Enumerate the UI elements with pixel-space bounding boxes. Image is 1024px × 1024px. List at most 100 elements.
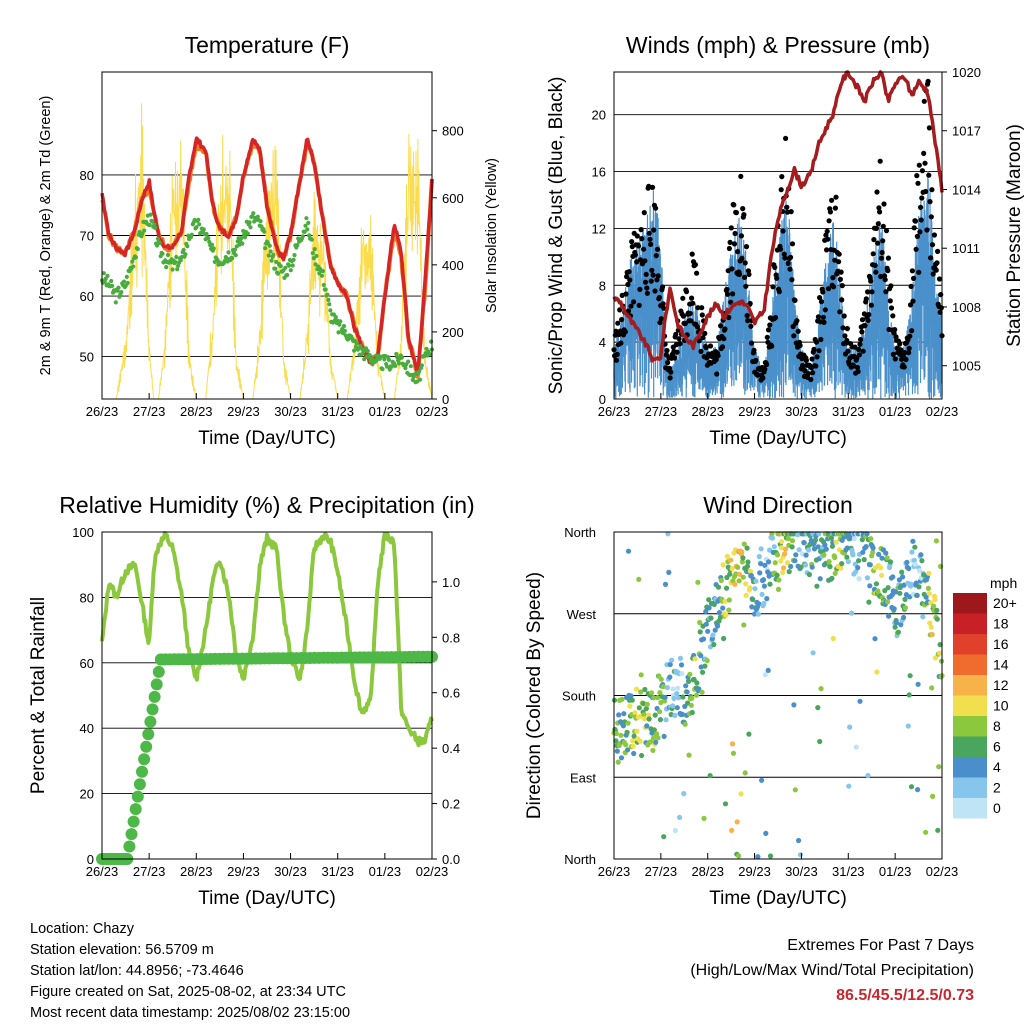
gust-point xyxy=(619,317,625,323)
direction-point xyxy=(677,814,683,821)
gust-point xyxy=(914,233,921,239)
gust-point xyxy=(913,246,919,252)
direction-point xyxy=(781,565,787,571)
direction-point xyxy=(821,552,827,558)
direction-point xyxy=(822,542,828,548)
direction-point xyxy=(670,686,676,692)
direction-point xyxy=(671,695,677,702)
direction-point xyxy=(655,695,661,701)
direction-point xyxy=(676,695,682,701)
direction-point xyxy=(679,711,686,718)
dewpoint-point xyxy=(153,225,158,230)
direction-point xyxy=(857,698,863,704)
y-axis-label: Direction (Colored By Speed) xyxy=(524,572,545,819)
gust-point xyxy=(911,225,917,231)
gust-point xyxy=(813,339,820,345)
precip-point xyxy=(144,715,157,728)
gust-point xyxy=(641,210,647,216)
direction-point xyxy=(786,569,792,575)
dewpoint-point xyxy=(285,272,290,278)
direction-point xyxy=(651,727,657,733)
direction-point xyxy=(628,693,634,699)
gust-point xyxy=(753,357,759,363)
dewpoint-point xyxy=(286,263,292,268)
direction-point xyxy=(726,597,732,603)
direction-point xyxy=(759,591,765,598)
direction-point xyxy=(916,584,922,590)
direction-point xyxy=(769,535,776,541)
x-tick-label: 27/23 xyxy=(645,404,678,419)
gust-point xyxy=(613,357,620,363)
dewpoint-point xyxy=(131,264,136,269)
dewpoint-point xyxy=(240,241,245,246)
direction-point xyxy=(722,801,729,807)
direction-point xyxy=(677,655,684,661)
gust-point xyxy=(665,360,671,366)
dewpoint-point xyxy=(291,257,296,262)
gust-point xyxy=(881,201,887,207)
direction-point xyxy=(689,695,695,701)
gust-point xyxy=(733,210,740,216)
gust-point xyxy=(732,230,738,237)
direction-point xyxy=(711,641,717,648)
direction-point xyxy=(654,731,660,737)
y-tick-label: 80 xyxy=(80,168,94,183)
gust-point xyxy=(689,251,695,257)
y2-axis-label: Solar Insolation (Yellow) xyxy=(484,158,500,313)
gust-point xyxy=(918,217,924,223)
y2-tick-label: 200 xyxy=(442,325,464,340)
dewpoint-point xyxy=(133,255,138,260)
dewpoint-point xyxy=(230,256,235,261)
dewpoint-point xyxy=(116,285,121,290)
dewpoint-point xyxy=(399,355,404,360)
gust-point xyxy=(769,343,775,349)
direction-point xyxy=(823,546,829,552)
direction-point xyxy=(860,549,866,555)
dewpoint-point xyxy=(148,212,153,217)
dewpoint-point xyxy=(288,268,293,273)
direction-point xyxy=(789,544,795,550)
x-tick-label: 27/23 xyxy=(133,404,166,419)
direction-point xyxy=(752,586,758,592)
dewpoint-point xyxy=(304,216,309,221)
direction-point xyxy=(703,621,709,627)
gust-point xyxy=(933,267,939,273)
gust-point xyxy=(715,353,721,359)
gust-point xyxy=(642,258,648,264)
gust-point xyxy=(822,307,828,313)
dewpoint-point xyxy=(101,271,106,276)
direction-point xyxy=(632,710,638,716)
direction-point xyxy=(883,550,889,556)
dewpoint-point xyxy=(295,243,300,248)
direction-point xyxy=(728,557,734,563)
plot-frame xyxy=(101,531,433,860)
direction-point xyxy=(727,571,733,577)
direction-point xyxy=(895,629,902,635)
direction-point xyxy=(838,565,844,571)
dewpoint-point xyxy=(248,225,253,230)
gust-point xyxy=(936,276,943,282)
x-tick-label: 28/23 xyxy=(180,864,213,879)
gust-point xyxy=(926,172,932,178)
direction-point xyxy=(789,538,796,544)
direction-point xyxy=(911,557,918,563)
direction-point xyxy=(756,601,762,607)
direction-point xyxy=(675,685,681,691)
direction-point xyxy=(926,591,932,597)
direction-point xyxy=(667,674,673,680)
direction-point xyxy=(867,583,873,589)
gust-point xyxy=(805,371,811,377)
gust-point xyxy=(628,303,634,309)
dewpoint-point xyxy=(321,282,326,288)
direction-point xyxy=(801,540,807,546)
dewpoint-point xyxy=(380,367,385,372)
gust-point xyxy=(741,212,747,218)
x-tick-label: 02/23 xyxy=(926,404,959,419)
gust-point xyxy=(938,305,945,311)
gust-point xyxy=(874,189,880,195)
x-tick-label: 31/23 xyxy=(832,864,865,879)
dewpoint-point xyxy=(408,364,413,369)
direction-point xyxy=(934,607,940,614)
direction-point xyxy=(614,748,620,754)
x-axis-label: Time (Day/UTC) xyxy=(709,428,847,449)
